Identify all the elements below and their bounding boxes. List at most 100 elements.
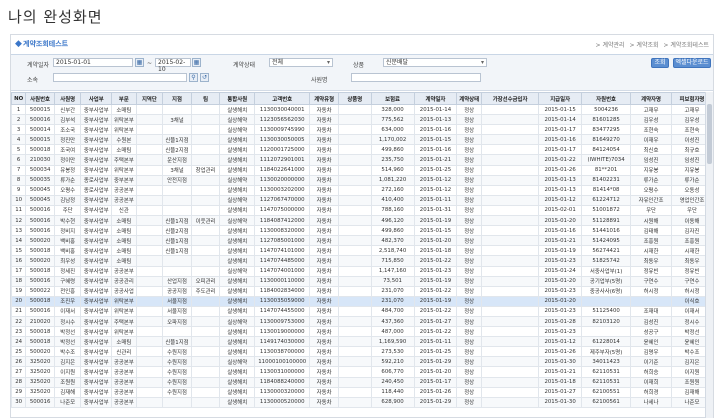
- table-cell: 2015-01-22: [413, 326, 458, 338]
- table-cell: 나세나: [630, 396, 672, 408]
- table-row[interactable]: 24 500018 박정선 중부사업부 소매팀 신뜰1지점 살생해치 114917403000…: [11, 336, 713, 348]
- column-header[interactable]: 가장선수금입자: [480, 92, 540, 105]
- column-header[interactable]: 계약일자: [413, 92, 458, 105]
- column-header[interactable]: 사원명: [53, 92, 82, 105]
- agent-label: 사원명: [311, 77, 328, 84]
- table-row[interactable]: 16 500020 최우성 중부사업부 소매팀 살생해치 1147074485000 자동차 7…: [11, 255, 713, 267]
- table-cell: 1127085001000: [254, 235, 311, 247]
- date-to-input[interactable]: 2015-02-10: [155, 58, 191, 73]
- reset-icon[interactable]: ↺: [200, 73, 209, 82]
- table-cell: 실상해약: [219, 356, 256, 368]
- table-row[interactable]: 17 500018 정세진 중부사업부 공공본부 실상해약 1147074001000 자동차…: [11, 265, 713, 277]
- table-cell: 2015-01-27: [538, 386, 583, 398]
- table-cell: [480, 376, 540, 388]
- table-cell: 소매팀: [111, 255, 137, 267]
- excel-download-button[interactable]: 엑셀다운로드: [673, 58, 711, 68]
- table-cell: 공공본부: [111, 356, 137, 368]
- org-input[interactable]: [53, 73, 187, 82]
- column-header[interactable]: 계약유형: [309, 92, 339, 105]
- table-cell: 정상: [456, 376, 482, 388]
- breadcrumb-item[interactable]: > 계약관리: [595, 42, 625, 49]
- table-cell: [337, 194, 372, 206]
- column-header[interactable]: NO: [11, 92, 27, 105]
- calendar-icon[interactable]: ▦: [135, 58, 144, 67]
- table-row[interactable]: 2 500016 김부석 중부사업부 위탁본부 3채널 실상해약 1123056562030 자…: [11, 114, 713, 126]
- table-row[interactable]: 28 325020 조원원 중부사업부 공공본부 수원지점 살생해치 118408824000…: [11, 376, 713, 388]
- breadcrumb-item[interactable]: > 계약조회테스트: [663, 42, 709, 49]
- date-separator: ~: [147, 60, 153, 67]
- table-row[interactable]: 11 500016 주단 중부사업부 신관 살생해치 1147075000000 자동차 788…: [11, 204, 713, 217]
- contract-type-select[interactable]: 전체: [269, 58, 333, 67]
- column-header[interactable]: 상품명: [337, 92, 372, 105]
- calendar-icon[interactable]: ▦: [192, 58, 201, 67]
- breadcrumb-item[interactable]: > 계약조회: [629, 42, 659, 49]
- table-row[interactable]: 1 500015 신부간 중부사업부 소매팀 살생해치 1130030040001 자동차 32…: [11, 103, 713, 116]
- column-header[interactable]: 자원번호: [581, 92, 632, 105]
- table-row[interactable]: 12 500016 박수현 중부사업부 소매팀 신뜰1지점 이웃관리 실상해약 11840874…: [11, 215, 713, 227]
- table-cell: 2015-01-18: [538, 376, 583, 388]
- table-cell: [337, 305, 372, 317]
- table-cell: 2015-01-19: [413, 215, 458, 227]
- table-cell: [480, 225, 540, 237]
- column-header[interactable]: 지역단: [135, 92, 164, 105]
- table-cell: 중부본부: [111, 174, 137, 186]
- column-header[interactable]: 부문: [111, 92, 137, 105]
- table-cell: 62100561: [581, 396, 632, 408]
- item-select[interactable]: 신문배달: [383, 58, 487, 67]
- table-row[interactable]: 21 500016 이재서 중부사업부 위탁본부 서울지점 살생해치 114707445500…: [11, 305, 713, 317]
- scrollbar-thumb[interactable]: [707, 104, 712, 164]
- table-cell: 시원해: [630, 215, 672, 227]
- table-cell: [162, 255, 192, 267]
- table-row[interactable]: 15 500018 백비홍 중부사업부 소매팀 신뜰1지점 살생해치 114707410100…: [11, 245, 713, 257]
- column-header[interactable]: 지점: [162, 92, 192, 105]
- table-row[interactable]: 19 500022 전인흥 중부사업부 공공사업 공공지점 주도관리 살생해치 11840028…: [11, 285, 713, 297]
- column-header[interactable]: 계약자명: [630, 92, 672, 105]
- table-row[interactable]: 29 325020 김재해 중부사업부 공공본부 수원지점 살생해치 113000032000…: [11, 386, 713, 398]
- table-row[interactable]: 6 210030 정이만 중부사업부 주택본부 운산지점 살생해치 1112072901001…: [11, 154, 713, 166]
- column-header[interactable]: 사원번호: [25, 92, 55, 105]
- search-button[interactable]: 조회: [651, 58, 669, 68]
- table-cell: 신뜰1지점: [162, 235, 192, 247]
- table-row[interactable]: 20 500018 조진우 중부사업부 위탁본부 서울지점 살생해치 113003505900…: [11, 295, 713, 307]
- column-header[interactable]: 사업부: [80, 92, 113, 105]
- table-row[interactable]: 4 500015 정진만 중부사업부 수원본 신뜰1지점 살생해치 1130030050005…: [11, 134, 713, 146]
- table-row[interactable]: 18 500016 구혜령 중부사업부 공공관리 산업지점 오피관리 살생해치 11300001…: [11, 275, 713, 287]
- table-cell: 운산지점: [162, 154, 192, 166]
- table-row[interactable]: 23 500018 박정선 중부사업부 위탁본부 살생해치 1130019000000 자동차…: [11, 326, 713, 338]
- column-header[interactable]: 지급일자: [538, 92, 583, 105]
- table-cell: 조재대: [630, 305, 672, 317]
- column-header[interactable]: 팀: [190, 92, 221, 105]
- table-row[interactable]: 13 500016 정비지 중부사업부 소매팀 신뜰2지점 살생해치 113000832000…: [11, 225, 713, 237]
- column-header[interactable]: 고객번호: [254, 92, 311, 105]
- date-from-input[interactable]: 2015-01-01: [53, 58, 133, 67]
- table-cell: 1130000520000: [254, 396, 311, 408]
- table-row[interactable]: 5 500018 조국여 중부사업부 소매팀 신뜰2지점 살생해치 1120001725000…: [11, 144, 713, 156]
- table-row[interactable]: 7 500034 유봉정 중부사업부 위탁본부 3채널 창업관리 살생해치 1184022641…: [11, 164, 713, 176]
- vertical-scrollbar[interactable]: [705, 92, 713, 418]
- table-row[interactable]: 9 500045 오평수 종로사업부 공공본부 살생해치 1130003202000 자동차 2…: [11, 184, 713, 196]
- table-row[interactable]: 8 500035 류가순 종로사업부 중부본부 안전지점 실상해약 1130020000000…: [11, 174, 713, 186]
- table-cell: 500022: [25, 285, 55, 297]
- contract-query-window: ◆ 계약조회테스트 > 계약관리 > 계약조회 > 계약조회테스트 계약일자 2…: [10, 34, 714, 418]
- table-cell: 정상: [456, 356, 482, 368]
- table-row[interactable]: 22 210020 정시수 중부사업부 주택본부 오파지점 실상해약 113000975300…: [11, 315, 713, 328]
- table-row[interactable]: 27 325020 이지원 중부사업부 공공본부 수원지점 살생해치 113003100000…: [11, 366, 713, 378]
- table-cell: 정상: [456, 124, 482, 136]
- column-header[interactable]: 보험료: [370, 92, 415, 105]
- table-row[interactable]: 25 500020 박수조 중부사업부 신관리 수원지점 살생해치 1130038700000…: [11, 346, 713, 358]
- table-row[interactable]: 3 500014 조소국 중부사업부 위탁본부 실상해약 1130009745990 자동차 6…: [11, 124, 713, 136]
- table-cell: 81601285: [581, 114, 632, 126]
- table-cell: 2,518,740: [370, 245, 415, 257]
- table-row[interactable]: 14 500020 백비홍 중부사업부 소매팀 신뜰1지점 살생해치 112708500100…: [11, 235, 713, 247]
- table-cell: 정이만: [53, 154, 82, 166]
- table-cell: 중부사업부: [80, 215, 113, 227]
- column-header[interactable]: 피보험자명: [670, 92, 713, 105]
- table-row[interactable]: 30 500016 나준모 중부사업부 공공본부 살생해치 1130000520000 자동차…: [11, 396, 713, 408]
- search-icon[interactable]: ⚲: [189, 73, 198, 82]
- table-cell: 1,170,002: [370, 134, 415, 146]
- table-row[interactable]: 26 325020 김지은 중부사업부 공공본부 수원지점 실상해약 110001001000…: [11, 356, 713, 368]
- column-header[interactable]: 통합사원: [219, 92, 256, 105]
- column-header[interactable]: 계약상태: [456, 92, 482, 105]
- agent-input[interactable]: [351, 73, 481, 82]
- table-row[interactable]: 10 500045 김남정 중부사업부 공공본부 실상해약 1127067470000 자동차…: [11, 194, 713, 206]
